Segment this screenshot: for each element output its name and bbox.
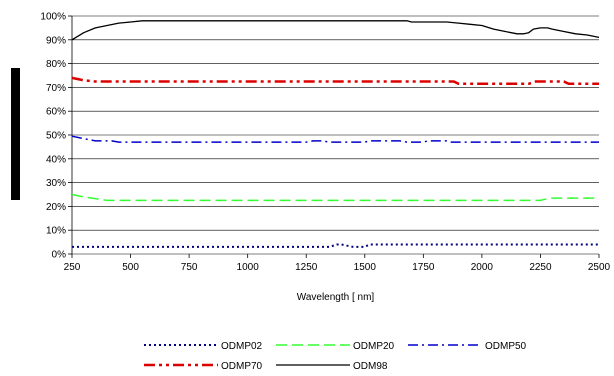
legend-label-odmp70: ODMP70	[221, 361, 263, 372]
y-tick-label: 90%	[46, 35, 66, 46]
x-tick-label: 1000	[237, 262, 260, 273]
legend-label-odmp02: ODMP02	[221, 341, 263, 352]
x-tick-label: 500	[122, 262, 139, 273]
x-tick-label: 1250	[295, 262, 318, 273]
tick-labels: 0% 10% 20% 30% 40% 50% 60% 70% 80% 90% 100% 250 500 7…	[40, 12, 610, 274]
y-tick-label: 40%	[46, 154, 66, 165]
legend-label-odmp20: ODMP20	[353, 341, 395, 352]
y-tick-label: 70%	[46, 83, 66, 94]
y-tick-label: 0%	[52, 250, 67, 261]
y-tick-label: 50%	[46, 131, 66, 142]
series-line-odmp20	[71, 193, 599, 202]
y-tick-label: 100%	[40, 12, 66, 23]
y-tick-label: 60%	[46, 107, 66, 118]
x-tick-label: 750	[181, 262, 198, 273]
axes	[68, 15, 600, 258]
y-tick-label: 10%	[46, 226, 66, 237]
axis-titles: Wavelength [ nm]	[297, 292, 375, 303]
x-tick-label: 250	[64, 262, 81, 273]
x-tick-label: 2500	[588, 262, 611, 273]
y-tick-label: 80%	[46, 59, 66, 70]
x-tick-label: 2250	[529, 262, 552, 273]
y-tick-label: 20%	[46, 202, 66, 213]
x-tick-label: 1500	[354, 262, 377, 273]
legend-label-odm98: ODM98	[353, 361, 388, 372]
x-tick-label: 2000	[471, 262, 494, 273]
series-line-odmp02	[72, 243, 599, 248]
x-axis-title: Wavelength [ nm]	[297, 292, 375, 303]
decorative-side-bar	[11, 68, 20, 200]
y-tick-label: 30%	[46, 178, 66, 189]
series-line-odm98	[71, 20, 600, 41]
legend: ODMP02 ODMP20 ODMP50 ODMP70 ODM98	[144, 341, 527, 372]
grid-lines	[72, 15, 599, 255]
x-tick-label: 1750	[412, 262, 435, 273]
legend-label-odmp50: ODMP50	[485, 341, 527, 352]
series-line-odmp50	[71, 135, 599, 143]
series-line-odmp70	[71, 76, 599, 86]
data-series	[71, 20, 600, 248]
